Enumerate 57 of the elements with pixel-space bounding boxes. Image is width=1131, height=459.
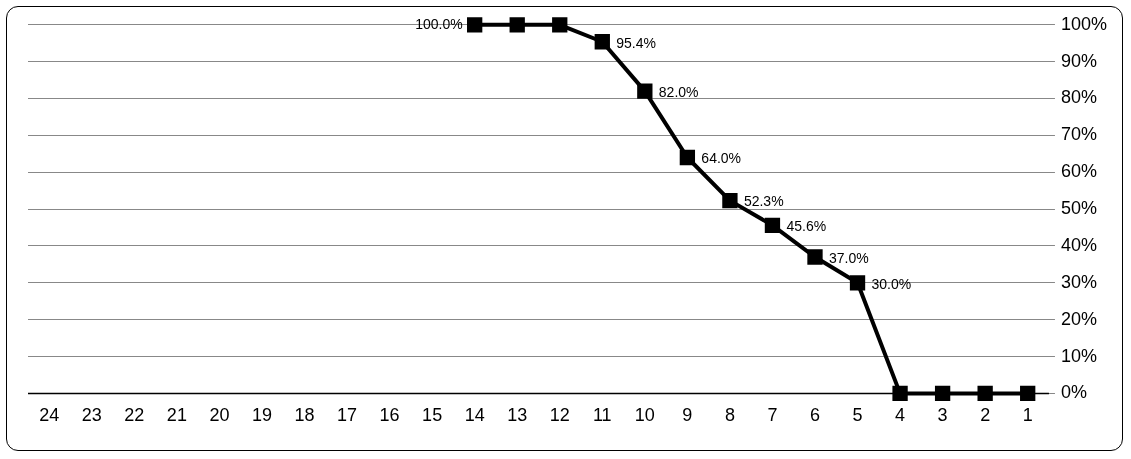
- x-tick-label: 21: [166, 405, 187, 426]
- x-tick-label: 3: [937, 405, 948, 426]
- x-tick-label: 23: [81, 405, 102, 426]
- point: [722, 192, 738, 209]
- point: [892, 385, 908, 402]
- x-tick-label: 5: [852, 405, 863, 426]
- y-tick-label: 50%: [1060, 198, 1097, 219]
- y-tick-label: 100%: [1060, 13, 1108, 34]
- data-label: 30.0%: [871, 275, 912, 292]
- x-tick-label: 22: [124, 405, 145, 426]
- y-tick-label: 80%: [1060, 87, 1097, 108]
- data-label: 95.4%: [616, 34, 656, 51]
- data-label: 82.0%: [658, 84, 699, 101]
- y-tick-label: 30%: [1060, 271, 1097, 292]
- x-tick-label: 16: [379, 405, 400, 426]
- y-tick-label: 60%: [1060, 161, 1097, 182]
- point: [679, 149, 696, 166]
- data-label: 52.3%: [743, 193, 784, 210]
- y-tick-label: 40%: [1060, 234, 1097, 255]
- x-tick-label: 17: [337, 405, 358, 426]
- point: [807, 249, 823, 265]
- y-tick-label: 0%: [1060, 382, 1087, 403]
- point: [977, 385, 993, 402]
- x-tick-label: 2: [980, 405, 991, 426]
- x-tick-label: 18: [294, 405, 315, 426]
- point: [509, 17, 525, 33]
- point: [1020, 385, 1036, 402]
- x-tick-label: 13: [507, 405, 528, 426]
- y-tick-label: 20%: [1060, 308, 1097, 329]
- x-tick-label: 12: [549, 405, 570, 426]
- point: [764, 217, 781, 233]
- x-tick-label: 24: [39, 405, 60, 426]
- x-tick-label: 11: [592, 405, 612, 426]
- y-tick-label: 70%: [1060, 124, 1097, 145]
- point: [552, 17, 568, 33]
- x-tick-label: 8: [724, 405, 735, 426]
- data-label: 37.0%: [828, 249, 869, 266]
- x-tick-label: 9: [682, 405, 693, 426]
- x-tick-label: 7: [767, 405, 778, 426]
- data-label: 100.0%: [415, 15, 463, 32]
- y-tick-label: 10%: [1060, 345, 1097, 366]
- data-label: 64.0%: [701, 150, 742, 167]
- y-tick-label: 90%: [1060, 50, 1097, 71]
- x-tick-label: 1: [1022, 405, 1033, 426]
- x-tick-label: 10: [634, 405, 655, 426]
- x-tick-label: 15: [422, 405, 443, 426]
- x-tick-label: 20: [209, 405, 230, 426]
- point: [594, 34, 610, 50]
- point: [467, 17, 483, 33]
- x-tick-label: 14: [464, 405, 485, 426]
- point: [637, 83, 653, 99]
- data-label: 45.6%: [786, 218, 827, 235]
- x-tick-label: 6: [809, 405, 820, 426]
- point: [849, 275, 866, 291]
- x-tick-label: 19: [251, 405, 272, 426]
- point: [934, 385, 951, 402]
- x-tick-label: 4: [895, 405, 906, 426]
